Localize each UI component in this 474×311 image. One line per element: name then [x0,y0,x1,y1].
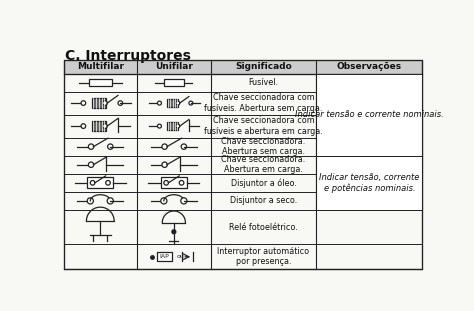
Bar [167,99,178,107]
Text: ou: ou [177,254,185,259]
Text: Chave seccionadora.
Abertura sem carga.: Chave seccionadora. Abertura sem carga. [221,137,306,156]
Bar [317,73,422,156]
Circle shape [107,198,113,204]
Text: Relé fotoelétrico.: Relé fotoelétrico. [229,223,298,232]
Circle shape [162,162,167,167]
Bar [92,122,106,131]
Bar [164,80,184,86]
Bar [92,99,106,108]
Circle shape [179,180,184,185]
Circle shape [88,162,94,167]
Circle shape [157,124,162,128]
Text: Chave seccionadora com
fusíveis e abertura em carga.: Chave seccionadora com fusíveis e abertu… [204,116,323,136]
Text: Indicar tensão e corrente nominais.: Indicar tensão e corrente nominais. [295,110,444,119]
Text: Fusível.: Fusível. [248,78,279,87]
Circle shape [176,124,180,128]
Bar [89,79,112,86]
Circle shape [181,144,187,149]
Circle shape [118,101,123,105]
Circle shape [161,198,167,204]
Bar [161,177,187,188]
Text: IAP: IAP [160,254,170,259]
Circle shape [106,180,110,185]
Text: Chave seccionadora.
Abertura em carga.: Chave seccionadora. Abertura em carga. [221,155,306,174]
Circle shape [81,124,86,128]
Text: Unifilar: Unifilar [155,62,193,71]
Circle shape [172,230,176,234]
Circle shape [176,101,180,105]
Circle shape [102,101,107,105]
Circle shape [157,101,162,105]
Bar [87,177,113,188]
Bar [317,156,422,210]
Circle shape [108,144,113,149]
Text: Indicar tensão, corrente
e potências nominais.: Indicar tensão, corrente e potências nom… [319,173,419,193]
Bar [64,60,422,269]
Circle shape [164,180,168,185]
Circle shape [87,198,93,204]
Circle shape [181,198,187,204]
Text: Multifilar: Multifilar [77,62,124,71]
Bar [157,252,173,261]
Circle shape [81,101,86,105]
Circle shape [88,144,94,149]
Text: Observações: Observações [337,62,402,71]
Text: C. Interruptores: C. Interruptores [65,49,191,63]
Text: Chave seccionadora com
fusíveis. Abertura sem carga.: Chave seccionadora com fusíveis. Abertur… [204,93,323,113]
Text: Disjuntor a óleo.: Disjuntor a óleo. [231,178,297,188]
Circle shape [102,124,107,128]
Bar [167,122,178,130]
Bar [64,60,422,73]
Circle shape [162,144,167,149]
Text: Significado: Significado [235,62,292,71]
Circle shape [90,180,95,185]
Text: Disjuntor a seco.: Disjuntor a seco. [230,196,297,205]
Text: Interruptor automático
por presença.: Interruptor automático por presença. [218,247,310,267]
Circle shape [189,101,193,105]
